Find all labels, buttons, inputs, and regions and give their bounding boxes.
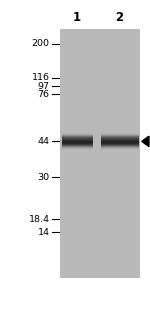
Text: 116: 116: [32, 73, 50, 83]
Text: 76: 76: [38, 90, 50, 99]
Text: 2: 2: [116, 11, 124, 24]
Text: 18.4: 18.4: [28, 215, 50, 224]
Text: 200: 200: [32, 39, 50, 48]
Bar: [0, 278, 150, 325]
Text: 30: 30: [37, 173, 50, 182]
Text: 1: 1: [73, 11, 81, 24]
Bar: [60, 29, 140, 278]
Text: 14: 14: [38, 228, 50, 237]
Text: 97: 97: [38, 82, 50, 91]
Polygon shape: [142, 136, 149, 147]
Text: 44: 44: [38, 137, 50, 146]
